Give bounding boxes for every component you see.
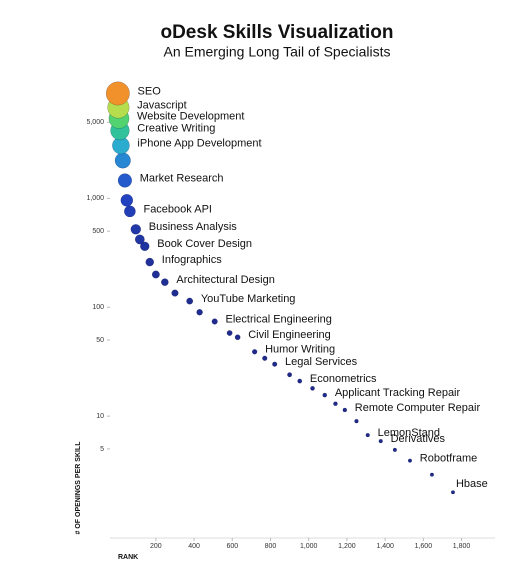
bubble bbox=[450, 490, 456, 495]
point-label: Applicant Tracking Repair bbox=[335, 387, 461, 399]
bubble bbox=[151, 270, 160, 279]
chart-subtitle: An Emerging Long Tail of Specialists bbox=[164, 44, 391, 60]
point-label: iPhone App Development bbox=[137, 137, 261, 149]
x-axis-label: RANK bbox=[118, 554, 138, 561]
x-tick-label: 1,600 bbox=[415, 543, 433, 550]
bubble bbox=[378, 438, 383, 444]
y-tick-label: 50 bbox=[96, 337, 104, 344]
point-label: Electrical Engineering bbox=[226, 313, 332, 325]
bubble bbox=[429, 472, 435, 477]
point-label: Market Research bbox=[140, 172, 224, 184]
x-tick-label: 1,200 bbox=[338, 543, 356, 550]
bubble bbox=[105, 81, 130, 106]
bubble bbox=[196, 309, 203, 316]
bubble bbox=[186, 297, 194, 305]
bubble bbox=[117, 173, 132, 188]
y-tick-label: 5,000 bbox=[86, 119, 104, 126]
y-tick-label: 500 bbox=[92, 228, 104, 235]
bubble bbox=[124, 205, 136, 218]
y-tick-label: 5 bbox=[100, 446, 104, 453]
point-label: Book Cover Design bbox=[157, 238, 252, 250]
bubble bbox=[392, 447, 397, 452]
bubble bbox=[226, 330, 233, 336]
bubble bbox=[120, 194, 134, 207]
point-label: Legal Services bbox=[285, 356, 358, 368]
point-label: Humor Writing bbox=[265, 344, 335, 356]
bubble bbox=[171, 289, 179, 297]
bubble bbox=[211, 318, 218, 325]
point-label: Remote Computer Repair bbox=[355, 402, 481, 414]
y-axis-label: # OF OPENINGS PER SKILL bbox=[75, 441, 82, 535]
bubble bbox=[333, 401, 338, 407]
x-tick-label: 1,400 bbox=[376, 543, 394, 550]
point-label: Creative Writing bbox=[137, 122, 215, 134]
point-label: Javascript bbox=[137, 99, 187, 111]
point-label: Robotframe bbox=[420, 453, 477, 465]
bubble bbox=[114, 152, 131, 169]
x-tick-label: 400 bbox=[188, 543, 200, 550]
bubble bbox=[140, 241, 150, 252]
bubble bbox=[310, 385, 315, 391]
bubble bbox=[234, 334, 241, 341]
x-tick-label: 200 bbox=[150, 543, 162, 550]
point-label: Derivatives bbox=[391, 433, 446, 445]
point-label: Hbase bbox=[456, 478, 488, 490]
point-label: Business Analysis bbox=[149, 221, 238, 233]
bubble bbox=[407, 458, 413, 463]
bubble bbox=[322, 392, 328, 398]
bubble bbox=[161, 278, 169, 286]
point-label: SEO bbox=[138, 85, 162, 97]
bubble bbox=[342, 407, 348, 413]
x-tick-label: 1,000 bbox=[300, 543, 318, 550]
point-label: YouTube Marketing bbox=[201, 293, 296, 305]
point-label: Econometrics bbox=[310, 373, 377, 385]
x-tick-label: 600 bbox=[226, 543, 238, 550]
bubble bbox=[130, 224, 142, 235]
bubble bbox=[262, 355, 268, 361]
point-label: Facebook API bbox=[143, 203, 212, 215]
bubble bbox=[134, 234, 145, 245]
bubble bbox=[297, 378, 303, 384]
bubble bbox=[354, 418, 359, 424]
bubble bbox=[272, 361, 278, 367]
point-label: LemonStand bbox=[378, 427, 440, 439]
y-tick-label: 100 bbox=[92, 304, 104, 311]
bubble bbox=[287, 372, 293, 378]
y-tick-label: 10 bbox=[96, 413, 104, 420]
bubble bbox=[365, 432, 370, 438]
bubble bbox=[145, 257, 155, 267]
point-label: Civil Engineering bbox=[248, 329, 331, 341]
point-label: Infographics bbox=[162, 254, 222, 266]
chart-title: oDesk Skills Visualization bbox=[160, 22, 393, 43]
bubble bbox=[251, 349, 258, 355]
x-tick-label: 800 bbox=[265, 543, 277, 550]
y-tick-label: 1,000 bbox=[86, 195, 104, 202]
x-tick-label: 1,800 bbox=[453, 543, 471, 550]
point-label: Website Development bbox=[137, 110, 244, 122]
point-label: Architectural Design bbox=[176, 274, 274, 286]
